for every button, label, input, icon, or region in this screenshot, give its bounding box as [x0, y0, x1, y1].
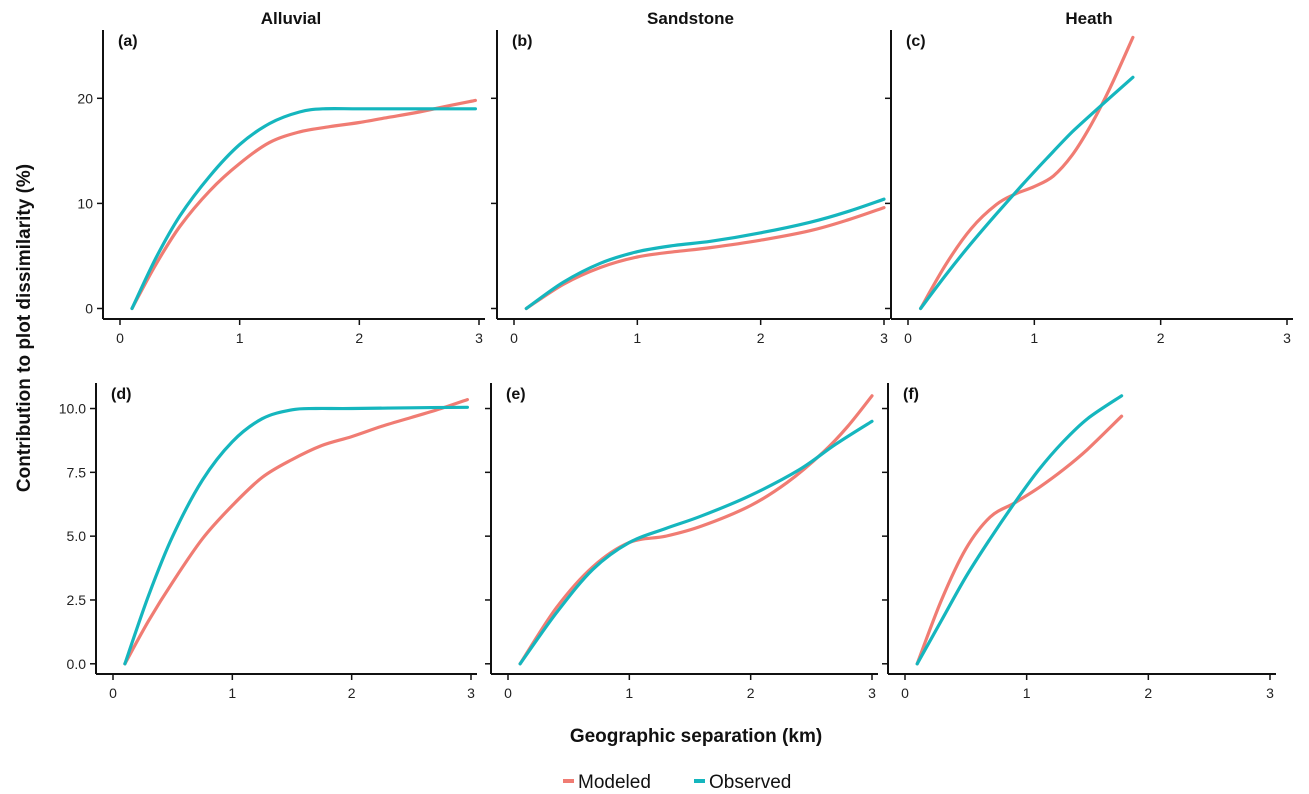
observed-series-line	[518, 419, 874, 666]
panel-letter: (b)	[512, 33, 532, 50]
panel-d: 0 1 2 3 0.0 2.5 5.0 7.5 10.0 (d)	[59, 383, 477, 701]
x-tick-label: 3	[868, 685, 876, 701]
x-tick-label: 1	[625, 685, 633, 701]
legend: Modeled Observed	[563, 772, 791, 793]
x-tick-label: 2	[348, 685, 356, 701]
x-tick-label: 3	[1266, 685, 1274, 701]
y-tick-label: 10.0	[59, 401, 86, 417]
modeled-series-line	[130, 98, 477, 311]
panel-f: 0 1 2 3 (f)	[882, 383, 1276, 701]
modeled-series-line	[915, 414, 1124, 666]
y-tick-label: 2.5	[67, 592, 87, 608]
modeled-series-line	[123, 398, 469, 666]
x-tick-label: 2	[747, 685, 755, 701]
x-tick-label: 2	[757, 330, 765, 346]
y-tick-label: 0.0	[67, 656, 87, 672]
y-tick-label: 0	[85, 300, 93, 316]
y-tick-label: 7.5	[67, 464, 87, 480]
observed-series-line	[915, 394, 1124, 666]
observed-series-line	[130, 106, 477, 311]
x-tick-label: 3	[467, 685, 475, 701]
y-tick-label: 20	[77, 90, 93, 106]
panel-title: Alluvial	[261, 9, 321, 28]
panel-title: Heath	[1065, 9, 1112, 28]
x-tick-label: 1	[1030, 330, 1038, 346]
x-tick-label: 3	[1283, 330, 1291, 346]
panel-c: 0 1 2 3 (c) Heath	[885, 9, 1293, 346]
x-tick-label: 3	[880, 330, 888, 346]
x-tick-label: 2	[1144, 685, 1152, 701]
modeled-series-line	[524, 206, 886, 311]
x-tick-label: 0	[504, 685, 512, 701]
x-axis-title: Geographic separation (km)	[570, 726, 822, 747]
y-tick-label: 5.0	[67, 528, 87, 544]
x-tick-label: 3	[475, 330, 483, 346]
observed-series-line	[123, 405, 469, 666]
panel-e: 0 1 2 3 (e)	[485, 383, 878, 701]
panel-b: 0 1 2 3 (b) Sandstone	[491, 9, 890, 346]
x-tick-label: 2	[355, 330, 363, 346]
x-tick-label: 0	[510, 330, 518, 346]
panel-letter: (e)	[506, 386, 526, 403]
legend-observed-label: Observed	[709, 772, 791, 793]
panel-letter: (f)	[903, 386, 919, 403]
y-tick-label: 10	[77, 195, 93, 211]
panel-a: 0 1 2 3 0 10 20 (a) Alluvial	[77, 9, 485, 346]
x-tick-label: 2	[1157, 330, 1165, 346]
observed-series-line	[919, 75, 1135, 311]
x-tick-label: 1	[236, 330, 244, 346]
x-tick-label: 0	[901, 685, 909, 701]
panel-letter: (d)	[111, 386, 131, 403]
x-tick-label: 1	[633, 330, 641, 346]
panel-letter: (a)	[118, 33, 138, 50]
panel-letter: (c)	[906, 33, 926, 50]
panel-title: Sandstone	[647, 9, 734, 28]
x-tick-label: 0	[109, 685, 117, 701]
x-tick-label: 1	[1023, 685, 1031, 701]
modeled-series-line	[518, 394, 874, 666]
x-tick-label: 1	[228, 685, 236, 701]
observed-series-line	[524, 197, 886, 311]
x-tick-label: 0	[904, 330, 912, 346]
y-axis-title: Contribution to plot dissimilarity (%)	[14, 164, 35, 492]
modeled-series-line	[919, 35, 1135, 311]
legend-modeled-label: Modeled	[578, 772, 651, 793]
x-tick-label: 0	[116, 330, 124, 346]
